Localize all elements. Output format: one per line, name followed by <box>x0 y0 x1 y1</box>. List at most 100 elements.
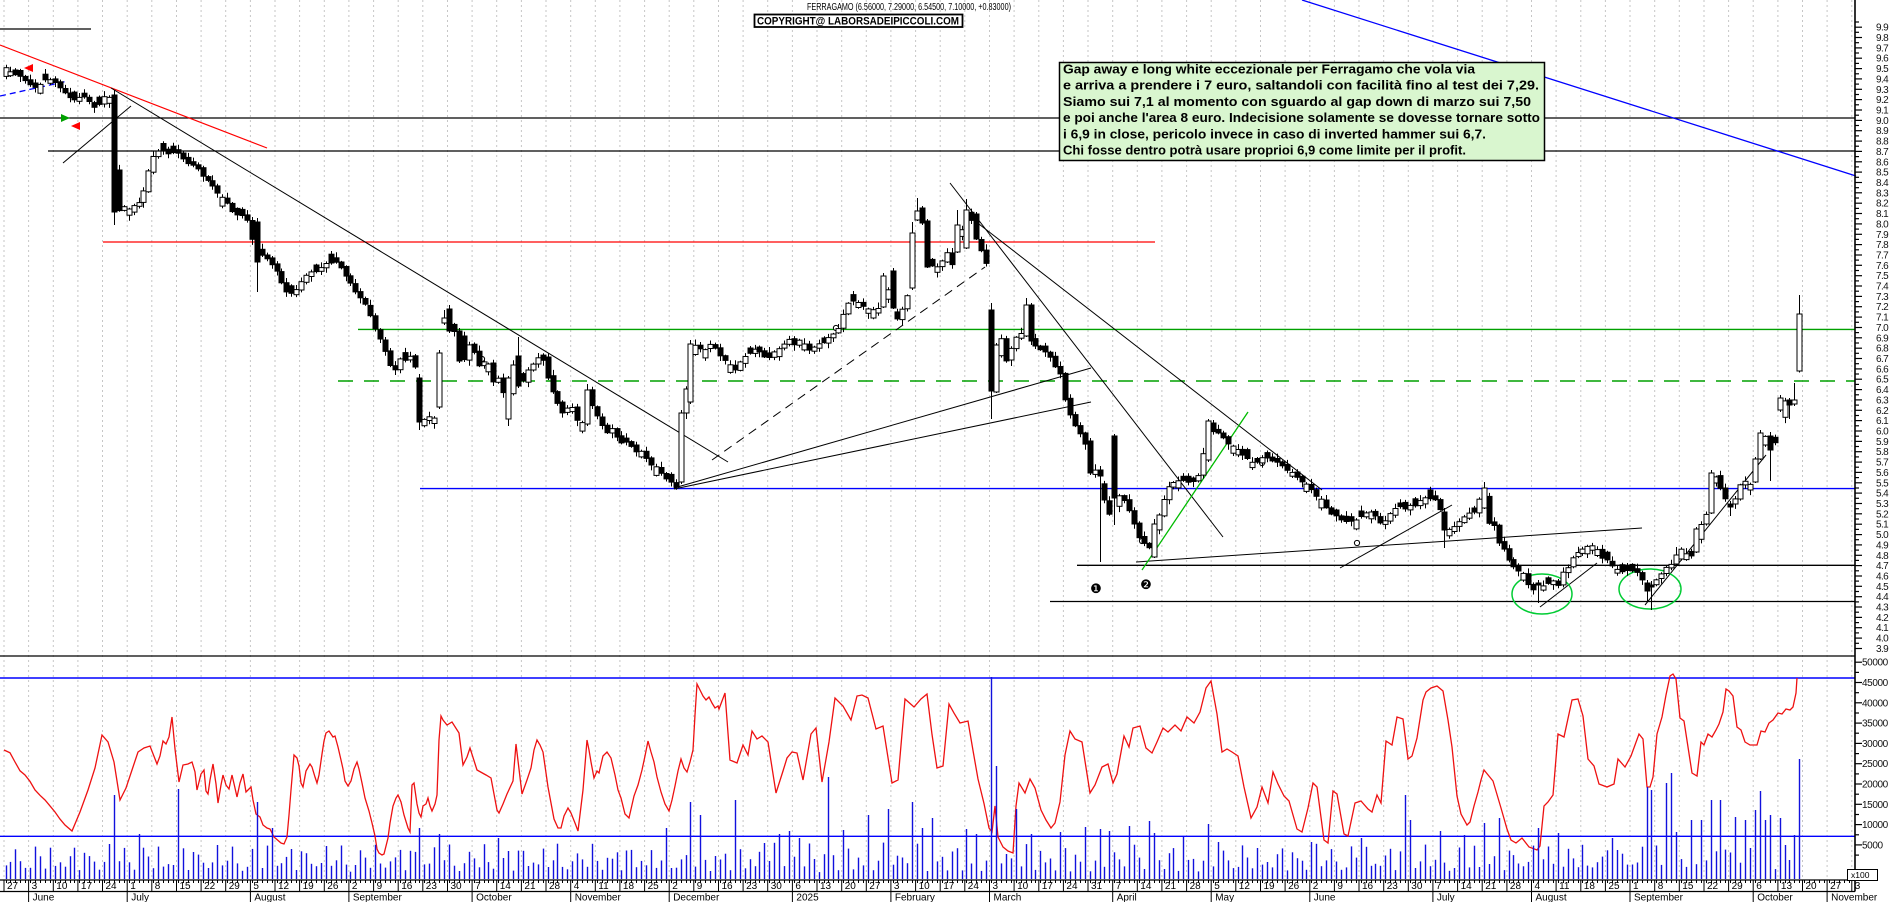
svg-text:5.8: 5.8 <box>1876 447 1889 458</box>
svg-text:Siamo sui 7,1 al momento con s: Siamo sui 7,1 al momento con sguardo al … <box>1063 94 1531 109</box>
svg-text:9.1: 9.1 <box>1876 106 1889 117</box>
svg-text:11: 11 <box>1559 881 1570 892</box>
svg-text:10000: 10000 <box>1862 820 1889 831</box>
svg-text:5.5: 5.5 <box>1876 478 1889 489</box>
svg-text:23: 23 <box>426 881 438 892</box>
svg-text:May: May <box>1215 893 1234 903</box>
svg-text:17: 17 <box>81 881 93 892</box>
svg-text:4.4: 4.4 <box>1876 592 1889 603</box>
svg-text:7: 7 <box>475 881 481 892</box>
svg-text:7.4: 7.4 <box>1876 282 1889 293</box>
svg-text:28: 28 <box>549 881 561 892</box>
svg-text:7.2: 7.2 <box>1876 302 1889 313</box>
svg-text:14: 14 <box>1140 881 1152 892</box>
svg-text:18: 18 <box>623 881 635 892</box>
svg-text:4.8: 4.8 <box>1876 551 1889 562</box>
svg-text:8: 8 <box>155 881 161 892</box>
svg-text:30: 30 <box>451 881 463 892</box>
svg-text:3.9: 3.9 <box>1876 644 1889 655</box>
svg-text:7.9: 7.9 <box>1876 230 1889 241</box>
svg-text:4.6: 4.6 <box>1876 572 1889 583</box>
svg-text:8.9: 8.9 <box>1876 126 1889 137</box>
svg-text:e poi anche l'area 8 euro. Ind: e poi anche l'area 8 euro. Indecisione s… <box>1063 110 1540 125</box>
svg-text:August: August <box>254 893 285 903</box>
svg-text:10: 10 <box>1017 881 1029 892</box>
svg-text:8.0: 8.0 <box>1876 219 1889 230</box>
svg-text:23: 23 <box>746 881 758 892</box>
svg-text:27: 27 <box>1830 881 1842 892</box>
svg-text:16: 16 <box>1362 881 1374 892</box>
svg-text:30: 30 <box>771 881 783 892</box>
svg-text:10: 10 <box>56 881 68 892</box>
svg-text:8.4: 8.4 <box>1876 178 1889 189</box>
svg-text:5.9: 5.9 <box>1876 437 1889 448</box>
svg-text:February: February <box>895 893 935 903</box>
svg-text:3: 3 <box>894 881 900 892</box>
svg-text:27: 27 <box>7 881 19 892</box>
svg-text:6.0: 6.0 <box>1876 427 1889 438</box>
svg-text:40000: 40000 <box>1862 698 1889 709</box>
svg-text:5.0: 5.0 <box>1876 530 1889 541</box>
svg-text:5.2: 5.2 <box>1876 509 1889 520</box>
svg-text:7.6: 7.6 <box>1876 261 1889 272</box>
svg-text:4.3: 4.3 <box>1876 603 1889 614</box>
svg-text:5.3: 5.3 <box>1876 499 1889 510</box>
svg-text:7.0: 7.0 <box>1876 323 1889 334</box>
svg-text:7: 7 <box>1116 881 1122 892</box>
svg-text:30000: 30000 <box>1862 739 1889 750</box>
svg-text:COPYRIGHT@ LABORSADEIPICCOLI.C: COPYRIGHT@ LABORSADEIPICCOLI.COM <box>757 16 959 28</box>
svg-text:10: 10 <box>919 881 931 892</box>
svg-text:9.8: 9.8 <box>1876 33 1889 44</box>
svg-text:4.1: 4.1 <box>1876 623 1889 634</box>
svg-text:20: 20 <box>1806 881 1818 892</box>
svg-text:29: 29 <box>1732 881 1744 892</box>
svg-text:14: 14 <box>1461 881 1473 892</box>
svg-text:8.1: 8.1 <box>1876 209 1889 220</box>
svg-text:14: 14 <box>500 881 512 892</box>
svg-text:12: 12 <box>278 881 290 892</box>
svg-text:October: October <box>476 893 512 903</box>
svg-text:2: 2 <box>352 881 358 892</box>
svg-text:20: 20 <box>845 881 857 892</box>
svg-text:16: 16 <box>401 881 413 892</box>
svg-text:15: 15 <box>1682 881 1694 892</box>
svg-text:5.6: 5.6 <box>1876 468 1889 479</box>
svg-text:6.4: 6.4 <box>1876 385 1889 396</box>
svg-text:19: 19 <box>1264 881 1276 892</box>
svg-text:October: October <box>1757 893 1793 903</box>
svg-text:7.1: 7.1 <box>1876 313 1889 324</box>
svg-text:April: April <box>1117 893 1137 903</box>
svg-text:9: 9 <box>697 881 703 892</box>
svg-text:24: 24 <box>106 881 118 892</box>
svg-text:24: 24 <box>1066 881 1078 892</box>
svg-text:25000: 25000 <box>1862 759 1889 770</box>
svg-text:March: March <box>994 893 1022 903</box>
svg-text:4.2: 4.2 <box>1876 613 1889 624</box>
svg-text:2: 2 <box>1313 881 1319 892</box>
svg-text:July: July <box>1437 893 1455 903</box>
svg-text:5000: 5000 <box>1862 840 1883 851</box>
svg-text:i 6,9 in close, pericolo inve: i 6,9 in close, pericolo invece in caso … <box>1063 126 1486 141</box>
svg-text:45000: 45000 <box>1862 678 1889 689</box>
svg-text:35000: 35000 <box>1862 719 1889 730</box>
svg-text:13: 13 <box>820 881 832 892</box>
svg-text:5: 5 <box>253 881 259 892</box>
svg-text:6.8: 6.8 <box>1876 344 1889 355</box>
svg-text:❷: ❷ <box>1140 577 1152 592</box>
svg-text:24: 24 <box>968 881 980 892</box>
svg-text:June: June <box>1314 893 1336 903</box>
svg-text:5.1: 5.1 <box>1876 520 1889 531</box>
svg-text:June: June <box>33 893 55 903</box>
svg-text:November: November <box>1831 893 1878 903</box>
svg-text:x100: x100 <box>1851 870 1870 880</box>
svg-text:6.9: 6.9 <box>1876 333 1889 344</box>
svg-text:6.1: 6.1 <box>1876 416 1889 427</box>
svg-text:7.5: 7.5 <box>1876 271 1889 282</box>
svg-text:e arriva a prendere i 7 euro,: e arriva a prendere i 7 euro, saltandoli… <box>1063 78 1539 93</box>
svg-text:1: 1 <box>130 881 136 892</box>
svg-text:9.5: 9.5 <box>1876 64 1889 75</box>
svg-text:15000: 15000 <box>1862 800 1889 811</box>
svg-text:8.2: 8.2 <box>1876 199 1889 210</box>
svg-text:13: 13 <box>1781 881 1793 892</box>
svg-text:6.2: 6.2 <box>1876 406 1889 417</box>
